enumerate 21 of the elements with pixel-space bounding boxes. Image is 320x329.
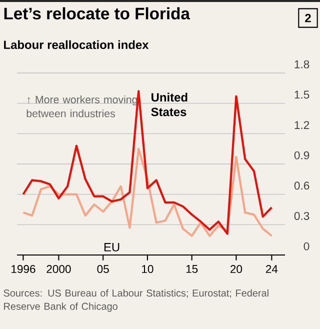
x-tick-label: 1996 bbox=[12, 265, 36, 274]
y-tick-label: 0 bbox=[304, 242, 310, 250]
series-label: United States bbox=[151, 92, 188, 116]
x-tick-label: 2000 bbox=[46, 265, 71, 274]
source-note: Sources: US Bureau of Labour Statistics; Eurostat; Federal Reserve Bank of Chicago bbox=[4, 289, 268, 312]
y-tick-label: 0.9 bbox=[294, 151, 310, 160]
series-label: EU bbox=[104, 243, 120, 252]
chart-subtitle: Labour reallocation index bbox=[4, 40, 149, 50]
y-tick-label: 0.6 bbox=[294, 182, 310, 190]
x-tick-label: 24 bbox=[266, 265, 278, 273]
y-tick-label: 1.5 bbox=[294, 90, 310, 99]
chart-title: Let’s relocate to Florida bbox=[4, 7, 190, 20]
text: 2 bbox=[305, 14, 311, 22]
x-tick-label: 15 bbox=[186, 265, 198, 273]
annotation: ↑ More workers moving between industries bbox=[26, 96, 138, 118]
x-tick-label: 10 bbox=[142, 265, 154, 274]
y-tick-label: 0.3 bbox=[294, 212, 310, 220]
y-tick-label: 1.2 bbox=[294, 121, 310, 129]
y-tick-label: 1.8 bbox=[294, 60, 310, 68]
x-tick-label: 05 bbox=[97, 265, 109, 274]
x-tick-label: 20 bbox=[230, 265, 242, 274]
